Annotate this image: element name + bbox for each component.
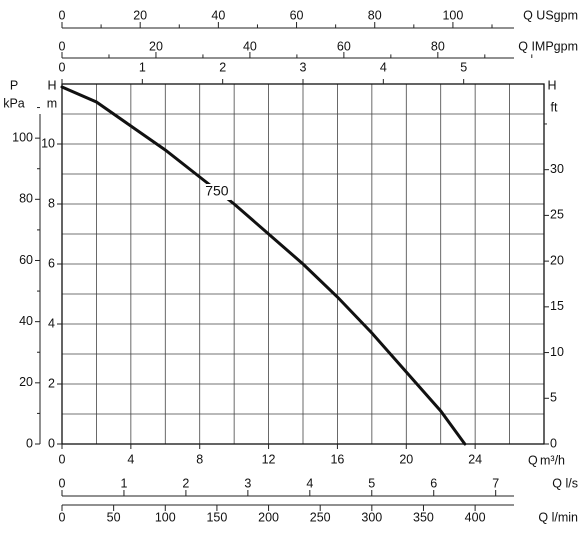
- x-tick-label: 12: [262, 452, 276, 466]
- axis-tick-label: 100: [12, 130, 33, 144]
- axis-tick-label: 150: [206, 510, 227, 524]
- axis-tick-label: 20: [149, 39, 163, 53]
- y-axis-unit: m: [47, 96, 57, 110]
- axis-tick-label: 5: [460, 60, 467, 74]
- axis-tick-label: 0: [550, 436, 557, 450]
- x-tick-label: 16: [330, 452, 344, 466]
- axis-tick-label: 5: [368, 476, 375, 490]
- axis-tick-label: 7: [492, 476, 499, 490]
- x-tick-label: 8: [196, 452, 203, 466]
- axis-tick-label: 0: [59, 39, 66, 53]
- y-tick-label: 6: [48, 256, 55, 270]
- axis-tick-label: 0: [59, 60, 66, 74]
- axis-tick-label: 6: [430, 476, 437, 490]
- axis-tick-label: 60: [290, 8, 304, 22]
- y-tick-label: 2: [48, 376, 55, 390]
- axis-tick-label: 60: [337, 39, 351, 53]
- axis-tick-label: 4: [380, 60, 387, 74]
- axis-tick-label: 80: [368, 8, 382, 22]
- y-axis-name: H: [47, 78, 56, 92]
- axis-tick-label: 2: [219, 60, 226, 74]
- axis-name: H: [547, 78, 556, 92]
- axis-tick-label: 2: [182, 476, 189, 490]
- axis-tick-label: 60: [19, 253, 33, 267]
- axis-tick-label: 15: [550, 299, 564, 313]
- curve-label: 750: [205, 183, 229, 199]
- axis-tick-label: 100: [442, 8, 463, 22]
- axis-tick-label: 200: [258, 510, 279, 524]
- axis-tick-label: 3: [300, 60, 307, 74]
- axis-tick-label: 20: [19, 375, 33, 389]
- y-tick-label: 8: [48, 196, 55, 210]
- curve: [60, 85, 467, 446]
- axis-tick-label: 0: [59, 510, 66, 524]
- y-tick-label: 4: [48, 316, 55, 330]
- x-tick-label: 0: [59, 452, 66, 466]
- axis-label: Q USgpm: [523, 8, 578, 22]
- axis-tick-label: 250: [310, 510, 331, 524]
- x-tick-label: 4: [127, 452, 134, 466]
- axis-tick-label: 80: [431, 39, 445, 53]
- axis-tick-label: 3: [244, 476, 251, 490]
- axis-tick-label: 350: [413, 510, 434, 524]
- curve-label-bg: [202, 184, 231, 200]
- axis-tick-label: 0: [59, 8, 66, 22]
- axis-tick-label: 10: [550, 345, 564, 359]
- axis-tick-label: 4: [306, 476, 313, 490]
- axis-unit: kPa: [3, 96, 25, 110]
- axis-tick-label: 300: [361, 510, 382, 524]
- axis-label: Q IMPgpm: [518, 39, 578, 53]
- axis-tick-label: 400: [465, 510, 486, 524]
- axis-tick-label: 20: [550, 253, 564, 267]
- axis-tick-label: 100: [155, 510, 176, 524]
- axis-label: Q l/min: [538, 510, 578, 524]
- axis-label: Q l/s: [552, 476, 578, 490]
- axis-tick-label: 30: [550, 162, 564, 176]
- axis-tick-label: 80: [19, 192, 33, 206]
- x-tick-label: 24: [468, 452, 482, 466]
- x-axis-name: Q: [528, 453, 538, 467]
- axis-tick-label: 40: [19, 314, 33, 328]
- axis-unit: ft: [551, 100, 558, 114]
- y-tick-label: 0: [48, 436, 55, 450]
- axis-tick-label: 5: [550, 391, 557, 405]
- axis-tick-label: 1: [139, 60, 146, 74]
- axis-name: P: [10, 78, 18, 92]
- axis-tick-label: 40: [211, 8, 225, 22]
- axis-tick-label: 50: [107, 510, 121, 524]
- axis-tick-label: 25: [550, 208, 564, 222]
- axis-tick-label: 20: [133, 8, 147, 22]
- axis-tick-label: 0: [26, 436, 33, 450]
- x-tick-label: 20: [399, 452, 413, 466]
- y-tick-label: 10: [41, 136, 55, 150]
- axis-tick-label: 0: [59, 476, 66, 490]
- x-axis-unit: m³/h: [540, 453, 565, 467]
- axis-tick-label: 40: [243, 39, 257, 53]
- axis-tick-label: 1: [120, 476, 127, 490]
